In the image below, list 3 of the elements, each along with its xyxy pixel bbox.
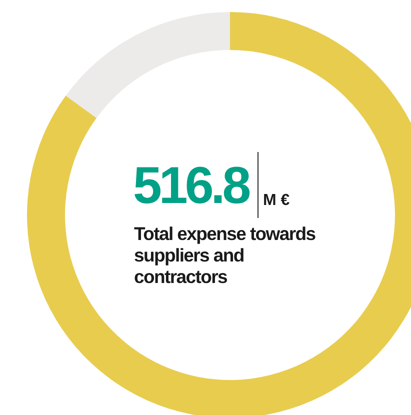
text: 516.8: [133, 157, 250, 215]
text: M €: [263, 192, 290, 209]
text: Total expense towards suppliers and contractors: [134, 223, 316, 287]
